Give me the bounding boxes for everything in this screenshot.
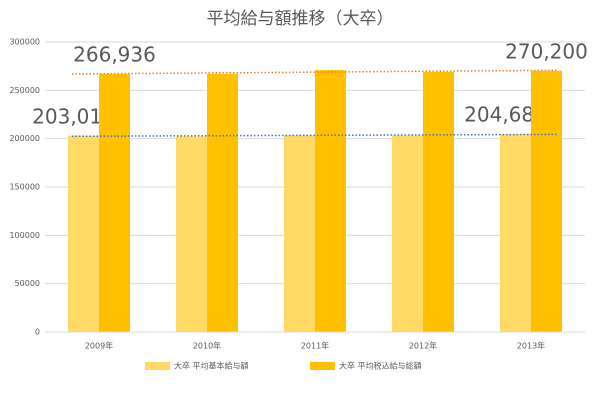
bar <box>284 135 315 332</box>
legend-label: 大卒 平均税込給与総額 <box>339 361 422 371</box>
legend-label: 大卒 平均基本給与額 <box>174 361 249 371</box>
bar <box>392 135 423 332</box>
bar <box>99 73 130 333</box>
y-tick-label: 100000 <box>9 231 40 240</box>
bar <box>68 135 99 332</box>
y-tick-label: 50000 <box>15 279 40 288</box>
y-tick-label: 0 <box>35 328 40 337</box>
y-tick-label: 250000 <box>9 86 40 95</box>
y-tick-label: 200000 <box>9 134 40 143</box>
trendline <box>71 133 559 138</box>
x-tick-label: 2013年 <box>517 341 545 351</box>
bar <box>207 73 238 333</box>
bar <box>423 71 454 332</box>
bar <box>315 70 346 333</box>
chart-title: 平均給与額推移（大卒） <box>207 9 394 29</box>
data-label: 266,936 <box>73 42 156 66</box>
legend-swatch <box>310 362 335 370</box>
x-tick-label: 2012年 <box>409 341 437 351</box>
bar <box>531 70 562 332</box>
x-tick-label: 2009年 <box>85 341 113 351</box>
bar <box>176 136 207 332</box>
bar <box>500 134 531 332</box>
trendline <box>71 69 559 75</box>
data-label: 270,200 <box>505 39 588 63</box>
x-tick-label: 2011年 <box>301 341 329 351</box>
x-tick-label: 2010年 <box>193 341 221 351</box>
y-tick-label: 150000 <box>9 183 40 192</box>
y-tick-label: 300000 <box>9 38 40 47</box>
legend-swatch <box>145 362 170 370</box>
